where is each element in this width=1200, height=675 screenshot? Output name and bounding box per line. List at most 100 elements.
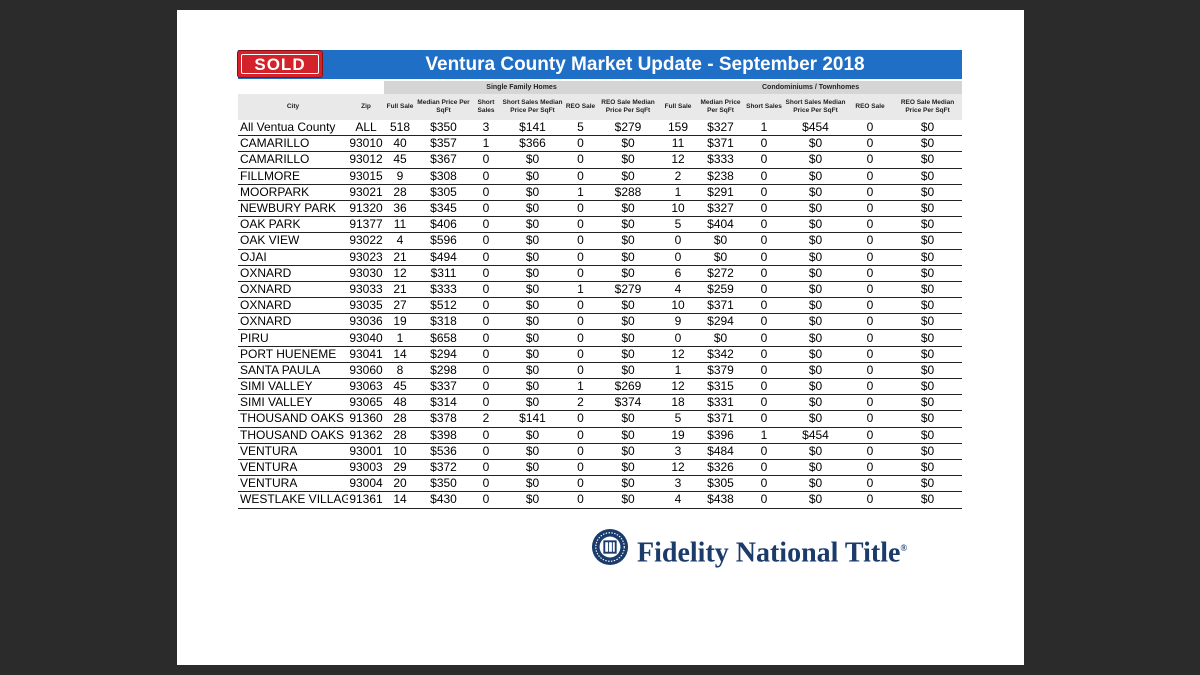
- document-page: Ventura County Market Update - September…: [177, 10, 1024, 665]
- value-cell: $0: [893, 168, 963, 185]
- value-cell: 0: [564, 475, 597, 493]
- value-cell: $314: [416, 394, 471, 412]
- value-cell: $0: [784, 184, 848, 201]
- value-cell: $294: [697, 313, 745, 331]
- value-cell: $0: [501, 200, 564, 218]
- zip-cell: 91360: [348, 410, 384, 428]
- value-cell: $298: [416, 362, 471, 380]
- city-cell: FILLMORE: [238, 168, 348, 185]
- value-cell: $333: [416, 281, 471, 299]
- column-header: Short Sales Median Price Per SqFt: [501, 94, 564, 120]
- value-cell: 12: [659, 459, 698, 477]
- value-cell: $0: [893, 184, 963, 201]
- value-cell: $484: [697, 443, 745, 460]
- table-row: MOORPARK 93021 28 $305 0 $0 1 $288 1 $291 0 $0 0 $0: [238, 184, 963, 201]
- value-cell: 0: [744, 249, 785, 266]
- value-cell: $406: [416, 216, 471, 234]
- value-cell: $0: [784, 168, 848, 185]
- value-cell: 11: [384, 216, 416, 234]
- value-cell: 36: [384, 200, 416, 218]
- value-cell: 0: [847, 346, 894, 363]
- value-cell: 0: [564, 135, 597, 153]
- value-cell: 40: [384, 135, 416, 153]
- value-cell: $311: [416, 265, 471, 282]
- value-cell: $259: [697, 281, 745, 299]
- column-header-row: City Zip Full Sale Median Price Per SqFt…: [238, 94, 963, 120]
- value-cell: $315: [697, 378, 745, 396]
- zip-cell: 93015: [348, 168, 384, 185]
- zip-cell: 93040: [348, 329, 384, 347]
- table-body: All Ventua County ALL 518 $350 3 $141 5 $279 159…: [238, 120, 963, 509]
- value-cell: $367: [416, 151, 471, 169]
- value-cell: 1: [564, 378, 597, 396]
- value-cell: $0: [784, 297, 848, 315]
- value-cell: 11: [659, 135, 698, 153]
- value-cell: $342: [697, 346, 745, 363]
- value-cell: $0: [597, 151, 660, 169]
- zip-cell: 93012: [348, 151, 384, 169]
- value-cell: 0: [659, 249, 698, 266]
- value-cell: $333: [697, 151, 745, 169]
- value-cell: $0: [597, 216, 660, 234]
- table-row: CAMARILLO 93010 40 $357 1 $366 0 $0 11 $371 0 $0 0 $0: [238, 135, 963, 153]
- value-cell: 0: [564, 297, 597, 315]
- value-cell: 0: [564, 443, 597, 460]
- table-row: FILLMORE 93015 9 $308 0 $0 0 $0 2 $238 0 $0 0 $0: [238, 168, 963, 185]
- value-cell: 0: [564, 427, 597, 444]
- value-cell: 9: [659, 313, 698, 331]
- value-cell: 0: [564, 151, 597, 169]
- table-row: NEWBURY PARK 91320 36 $345 0 $0 0 $0 10 $327 0 $0 0 $…: [238, 200, 963, 218]
- value-cell: $0: [784, 216, 848, 234]
- value-cell: 0: [847, 378, 894, 396]
- value-cell: $0: [893, 427, 963, 444]
- value-cell: $291: [697, 184, 745, 201]
- value-cell: 0: [564, 265, 597, 282]
- zip-cell: 93004: [348, 475, 384, 493]
- value-cell: $0: [893, 200, 963, 218]
- value-cell: $305: [697, 475, 745, 493]
- zip-cell: 93021: [348, 184, 384, 201]
- value-cell: 0: [847, 443, 894, 460]
- city-cell: THOUSAND OAKS: [238, 410, 348, 428]
- value-cell: 0: [847, 120, 894, 137]
- value-cell: 0: [744, 459, 785, 477]
- value-cell: 12: [659, 346, 698, 363]
- value-cell: 21: [384, 281, 416, 299]
- value-cell: $0: [501, 491, 564, 509]
- zip-cell: 93065: [348, 394, 384, 412]
- value-cell: $0: [501, 184, 564, 201]
- value-cell: 0: [847, 410, 894, 428]
- value-cell: 0: [471, 232, 501, 250]
- value-cell: 0: [471, 459, 501, 477]
- zip-cell: 93036: [348, 313, 384, 331]
- value-cell: $0: [893, 281, 963, 299]
- value-cell: $0: [501, 443, 564, 460]
- value-cell: $0: [784, 135, 848, 153]
- value-cell: $0: [893, 249, 963, 266]
- value-cell: 28: [384, 410, 416, 428]
- value-cell: 0: [471, 297, 501, 315]
- value-cell: 28: [384, 427, 416, 444]
- value-cell: $0: [501, 281, 564, 299]
- value-cell: 0: [471, 313, 501, 331]
- value-cell: 0: [744, 475, 785, 493]
- value-cell: 0: [471, 281, 501, 299]
- table-row: OJAI 93023 21 $494 0 $0 0 $0 0 $0 0 $0 0 $0: [238, 249, 963, 266]
- value-cell: $371: [697, 297, 745, 315]
- value-cell: $0: [784, 410, 848, 428]
- value-cell: $0: [784, 200, 848, 218]
- zip-cell: 93060: [348, 362, 384, 380]
- value-cell: $337: [416, 378, 471, 396]
- value-cell: 5: [659, 216, 698, 234]
- value-cell: $0: [501, 313, 564, 331]
- value-cell: 0: [847, 168, 894, 185]
- value-cell: 0: [471, 475, 501, 493]
- column-header: Short Sales: [744, 94, 785, 120]
- value-cell: 0: [847, 265, 894, 282]
- value-cell: 20: [384, 475, 416, 493]
- table-row: VENTURA 93003 29 $372 0 $0 0 $0 12 $326 0 $0 0 $0: [238, 459, 963, 477]
- zip-cell: 93023: [348, 249, 384, 266]
- value-cell: $0: [597, 410, 660, 428]
- value-cell: 0: [471, 394, 501, 412]
- zip-cell: 93035: [348, 297, 384, 315]
